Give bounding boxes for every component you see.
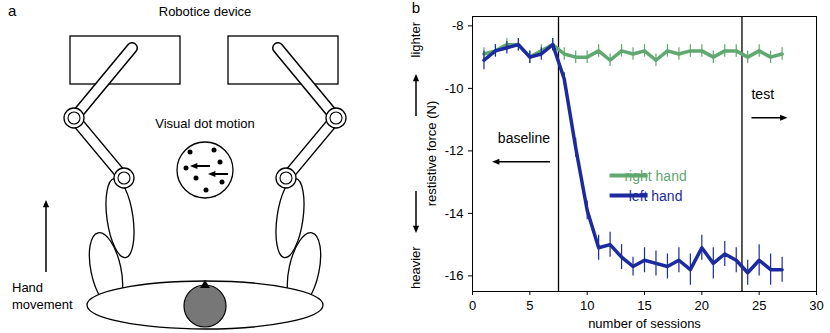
svg-text:-10: -10 <box>445 81 464 96</box>
svg-text:restistive force (N): restistive force (N) <box>424 101 439 206</box>
svg-text:a: a <box>8 2 17 19</box>
svg-text:heavier: heavier <box>408 246 423 289</box>
svg-text:15: 15 <box>637 298 651 313</box>
svg-text:number of sessions: number of sessions <box>588 316 701 331</box>
svg-text:test: test <box>751 86 774 102</box>
svg-text:5: 5 <box>526 298 533 313</box>
svg-text:30: 30 <box>809 298 823 313</box>
svg-text:Visual dot motion: Visual dot motion <box>155 116 255 131</box>
svg-text:Robotice device: Robotice device <box>159 4 252 19</box>
svg-text:left hand: left hand <box>629 188 683 204</box>
svg-text:-16: -16 <box>445 268 464 283</box>
svg-text:-12: -12 <box>445 143 464 158</box>
svg-text:b: b <box>412 0 420 16</box>
svg-text:baseline: baseline <box>498 130 550 146</box>
svg-text:lighter: lighter <box>408 21 423 57</box>
svg-text:-8: -8 <box>452 18 464 33</box>
svg-text:-14: -14 <box>445 206 464 221</box>
svg-text:0: 0 <box>469 298 476 313</box>
svg-text:25: 25 <box>752 298 766 313</box>
svg-text:10: 10 <box>580 298 594 313</box>
svg-text:Handmovement: Handmovement <box>12 280 73 312</box>
svg-text:right hand: right hand <box>624 168 686 184</box>
svg-text:20: 20 <box>695 298 709 313</box>
